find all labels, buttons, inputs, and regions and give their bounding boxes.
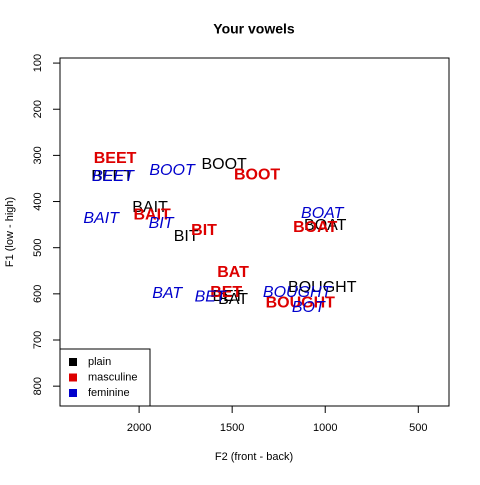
plot-frame	[59, 57, 450, 407]
y-tick-label: 400	[32, 192, 44, 210]
point-label: BAT	[218, 291, 248, 308]
point-label: BOUGHT	[263, 284, 333, 301]
point-label: BOOT	[201, 156, 247, 173]
point-label: BAIT	[83, 210, 120, 227]
x-tick-label: 1000	[313, 422, 337, 434]
y-tick-label: 100	[32, 54, 44, 72]
point-label: BOUGHT	[266, 294, 336, 311]
legend-swatch	[69, 358, 77, 366]
point-label: BET	[210, 284, 242, 301]
point-label: BOOT	[149, 162, 196, 179]
point-label: BAIT	[133, 207, 171, 224]
point-label: BAIT	[132, 199, 168, 216]
point-label: BET	[213, 288, 244, 305]
y-axis-label: F1 (low - high)	[4, 197, 16, 267]
point-label: BAT	[152, 285, 183, 302]
point-label: BOOT	[234, 166, 280, 183]
x-axis-label: F2 (front - back)	[215, 451, 293, 463]
y-tick-label: 600	[32, 285, 44, 303]
x-tick-label: 1500	[220, 422, 244, 434]
y-tick-label: 500	[32, 239, 44, 257]
point-label: BOAT	[304, 217, 347, 234]
y-tick-label: 800	[32, 377, 44, 395]
x-tick-label: 500	[409, 422, 427, 434]
point-label: BEET	[94, 150, 137, 167]
x-tick-label: 2000	[127, 422, 151, 434]
point-label: BOUGHT	[288, 279, 357, 296]
point-label: BIT	[191, 222, 217, 239]
point-label: BEET	[92, 168, 135, 185]
point-label: BAT	[217, 264, 249, 281]
legend-swatch	[69, 389, 77, 397]
point-label: BET	[195, 288, 227, 305]
legend-label: masculine	[88, 371, 138, 383]
chart-title: Your vowels	[213, 21, 295, 37]
y-tick-label: 300	[32, 146, 44, 164]
y-tick-label: 700	[32, 331, 44, 349]
point-label: BOAT	[293, 219, 337, 236]
point-label: BOT	[292, 299, 326, 316]
point-label: BIT	[174, 228, 199, 245]
point-label: BOAT	[301, 205, 345, 222]
legend-label: feminine	[88, 387, 130, 399]
point-label: BIT	[149, 215, 175, 232]
legend-swatch	[69, 373, 77, 382]
point-label: BEET	[91, 168, 133, 185]
legend-label: plain	[88, 356, 111, 368]
y-tick-label: 200	[32, 100, 44, 118]
